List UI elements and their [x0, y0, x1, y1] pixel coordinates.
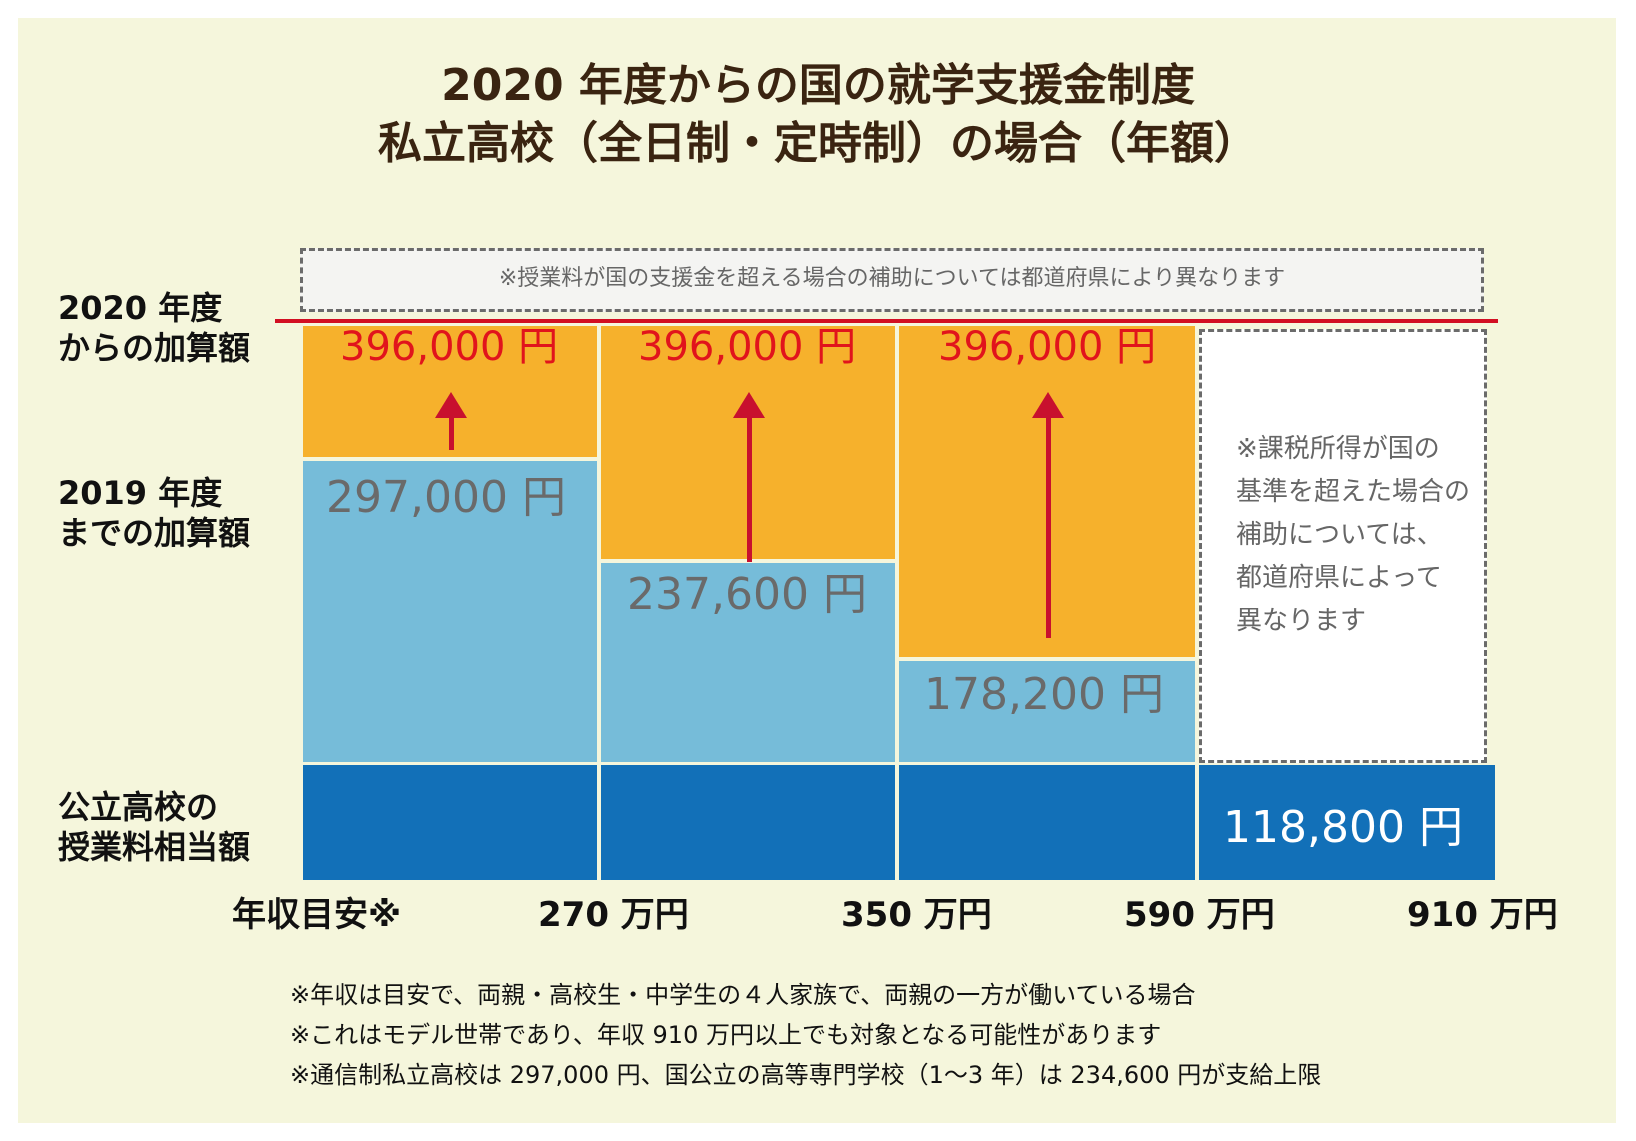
side-note-box: [1199, 329, 1487, 763]
chart-title-line-1: 2020 年度からの国の就学支援金制度: [441, 60, 1195, 111]
top-note: ※授業料が国の支援金を超える場合の補助については都道府県により異なります: [300, 248, 1484, 312]
footnote-3: ※通信制私立高校は 297,000 円、国公立の高等専門学校（1〜3 年）は 2…: [290, 1061, 1322, 1089]
row-label-public-line-2: 授業料相当額: [58, 828, 251, 866]
row-label-2019-line-1: 2019 年度: [58, 474, 223, 512]
bar-2019-segment-2: [601, 563, 895, 762]
side-note-line-3: 補助については、: [1236, 520, 1443, 550]
arrow-up-icon: [435, 392, 467, 418]
row-label-2020: 2020 年度 からの加算額: [58, 288, 250, 368]
row-label-2020-line-1: 2020 年度: [58, 289, 223, 327]
side-note-line-1: ※課税所得が国の: [1236, 434, 1440, 464]
row-label-2019: 2019 年度 までの加算額: [58, 473, 250, 553]
footnote-1: ※年収は目安で、両親・高校生・中学生の４人家族で、両親の一方が働いている場合: [290, 981, 1196, 1009]
bar-base-segment-1: [303, 765, 597, 880]
bar-base-segment-2: [601, 765, 895, 880]
side-note-line-2: 基準を超えた場合の: [1236, 477, 1471, 507]
value-2020-segment-3: 396,000 円: [938, 324, 1157, 370]
bar-2019-segment-1: [303, 461, 597, 762]
row-label-public-line-1: 公立高校の: [58, 788, 219, 826]
arrow-shaft-1: [449, 416, 454, 450]
bar-base-segment-3: [899, 765, 1195, 880]
arrow-up-icon: [1032, 392, 1064, 418]
x-axis-title: 年収目安※: [232, 895, 402, 935]
arrow-shaft-2: [747, 416, 752, 562]
arrow-shaft-3: [1046, 416, 1051, 638]
footnotes: ※年収は目安で、両親・高校生・中学生の４人家族で、両親の一方が働いている場合 ※…: [290, 975, 1321, 1095]
arrow-up-icon: [733, 392, 765, 418]
row-label-2019-line-2: までの加算額: [58, 514, 251, 552]
value-2020-segment-2: 396,000 円: [638, 324, 857, 370]
value-2019-segment-2: 237,600 円: [627, 569, 867, 620]
row-label-public: 公立高校の 授業料相当額: [58, 787, 250, 867]
chart-title-line-2: 私立高校（全日制・定時制）の場合（年額）: [378, 118, 1258, 169]
value-2019-segment-1: 297,000 円: [326, 472, 566, 523]
bar-2019-segment-3: [899, 661, 1195, 762]
bar-base-segment-4: [1199, 765, 1495, 880]
side-note: ※課税所得が国の 基準を超えた場合の 補助については、 都道府県によって 異なり…: [1236, 428, 1476, 643]
x-tick-590: 590 万円: [1124, 895, 1275, 935]
value-2019-segment-3: 178,200 円: [924, 669, 1164, 720]
x-tick-350: 350 万円: [841, 895, 992, 935]
row-label-2020-line-2: からの加算額: [58, 329, 251, 367]
value-2020-segment-1: 396,000 円: [340, 324, 559, 370]
side-note-line-5: 異なります: [1236, 606, 1367, 636]
x-tick-270: 270 万円: [538, 895, 689, 935]
limit-line-2020: [275, 319, 1498, 323]
value-base: 118,800 円: [1223, 802, 1463, 853]
side-note-line-4: 都道府県によって: [1236, 563, 1442, 593]
footnote-2: ※これはモデル世帯であり、年収 910 万円以上でも対象となる可能性があります: [290, 1021, 1162, 1049]
x-tick-910: 910 万円: [1407, 895, 1558, 935]
